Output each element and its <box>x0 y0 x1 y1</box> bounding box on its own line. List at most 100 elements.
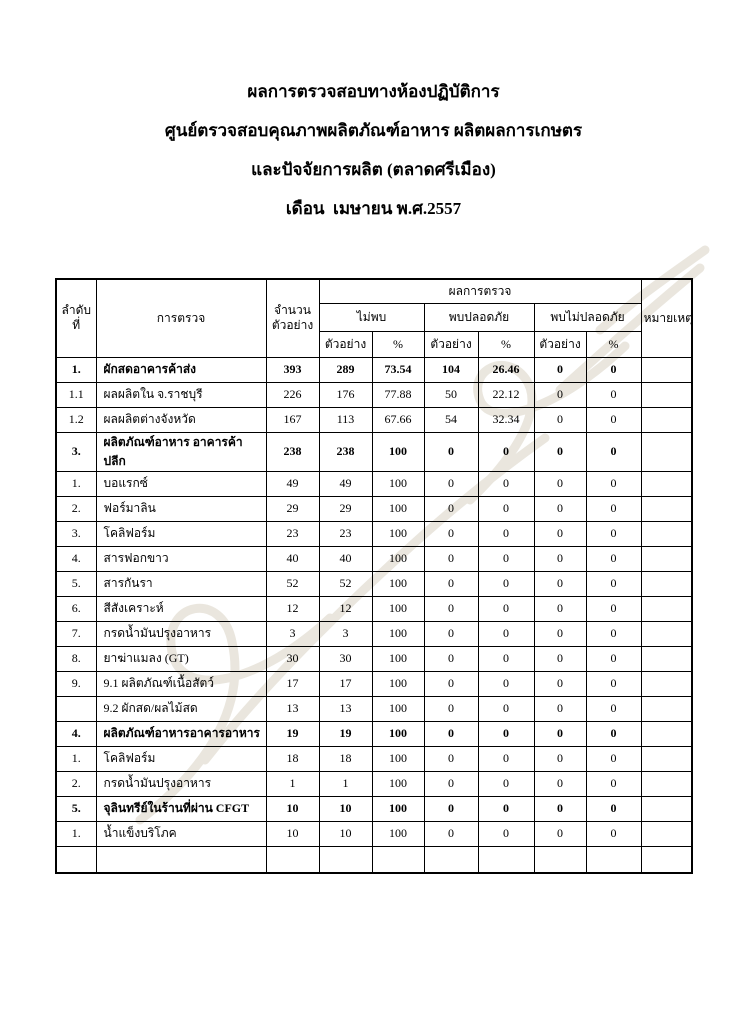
cell-inspection-name: 9.1 ผลิตภัณฑ์เนื้อสัตว์ <box>95 670 267 697</box>
cell-inspection-name: กรดน้ำมันปรุงอาหาร <box>95 620 267 647</box>
cell-no: 2. <box>55 770 97 797</box>
cell-found-unsafe-percent: 0 <box>585 695 642 722</box>
cell-found-unsafe-percent: 0 <box>585 770 642 797</box>
cell-not-found-percent: 100 <box>371 570 425 597</box>
table-row: 1. ผักสดอาคารค้าส่ง 393 289 73.54 104 26… <box>55 356 693 383</box>
cell-remark <box>640 406 693 433</box>
cell-found-unsafe-percent: 0 <box>585 670 642 697</box>
cell-found-unsafe-percent: 0 <box>585 381 642 408</box>
cell-found-safe-samples: 0 <box>423 595 479 622</box>
cell-not-found-percent: 100 <box>371 595 425 622</box>
cell-not-found-samples: 113 <box>318 406 373 433</box>
cell-inspection-name: โคลิฟอร์ม <box>95 745 267 772</box>
cell-found-safe-percent: 0 <box>477 431 535 472</box>
cell-found-unsafe-percent: 0 <box>585 795 642 822</box>
table-row: 9. 9.1 ผลิตภัณฑ์เนื้อสัตว์ 17 17 100 0 0… <box>55 670 693 697</box>
header-inspection: การตรวจ <box>95 278 267 358</box>
cell-not-found-percent: 100 <box>371 770 425 797</box>
cell-found-safe-percent: 0 <box>477 820 535 847</box>
cell-found-safe-samples <box>423 845 479 874</box>
cell-samples: 1 <box>265 770 320 797</box>
table-row <box>55 845 693 874</box>
lab-results-table: ลำดับ ที่ การตรวจ จำนวน ตัวอย่าง ผลการตร… <box>55 278 694 874</box>
cell-inspection-name: สารฟอกขาว <box>95 545 267 572</box>
cell-not-found-percent: 100 <box>371 820 425 847</box>
cell-samples: 12 <box>265 595 320 622</box>
cell-no: 5. <box>55 795 97 822</box>
cell-no: 8. <box>55 645 97 672</box>
cell-no: 6. <box>55 595 97 622</box>
cell-not-found-percent: 73.54 <box>371 356 425 383</box>
cell-found-safe-percent: 0 <box>477 745 535 772</box>
header-found-safe-percent: % <box>477 330 535 358</box>
cell-found-safe-samples: 54 <box>423 406 479 433</box>
cell-remark <box>640 745 693 772</box>
cell-no: 1. <box>55 745 97 772</box>
cell-found-safe-percent: 0 <box>477 645 535 672</box>
cell-no: 1. <box>55 470 97 497</box>
cell-found-unsafe-samples: 0 <box>533 520 587 547</box>
cell-no: 1. <box>55 820 97 847</box>
table-row: 2. ฟอร์มาลิน 29 29 100 0 0 0 0 <box>55 495 693 522</box>
cell-no <box>55 845 97 874</box>
cell-found-unsafe-percent: 0 <box>585 356 642 383</box>
cell-samples: 13 <box>265 695 320 722</box>
cell-found-safe-samples: 0 <box>423 545 479 572</box>
cell-found-unsafe-samples: 0 <box>533 406 587 433</box>
cell-inspection-name: ผักสดอาคารค้าส่ง <box>95 356 267 383</box>
cell-remark <box>640 720 693 747</box>
table-row: 1. โคลิฟอร์ม 18 18 100 0 0 0 0 <box>55 745 693 772</box>
cell-not-found-samples: 12 <box>318 595 373 622</box>
table-row: 9.2 ผักสด/ผลไม้สด 13 13 100 0 0 0 0 <box>55 695 693 722</box>
cell-remark <box>640 520 693 547</box>
cell-found-safe-percent: 0 <box>477 770 535 797</box>
cell-samples: 18 <box>265 745 320 772</box>
cell-samples: 52 <box>265 570 320 597</box>
cell-remark <box>640 356 693 383</box>
cell-not-found-percent: 100 <box>371 470 425 497</box>
cell-found-unsafe-percent: 0 <box>585 820 642 847</box>
cell-not-found-samples: 19 <box>318 720 373 747</box>
cell-no: 1. <box>55 356 97 383</box>
title-line-2: ศูนย์ตรวจสอบคุณภาพผลิตภัณฑ์อาหาร ผลิตผลก… <box>164 121 583 140</box>
cell-not-found-percent: 100 <box>371 745 425 772</box>
cell-not-found-percent: 100 <box>371 431 425 472</box>
table-body: 1. ผักสดอาคารค้าส่ง 393 289 73.54 104 26… <box>55 356 693 874</box>
cell-samples: 30 <box>265 645 320 672</box>
cell-no: 2. <box>55 495 97 522</box>
cell-found-unsafe-percent: 0 <box>585 520 642 547</box>
cell-not-found-samples: 10 <box>318 820 373 847</box>
cell-found-safe-samples: 0 <box>423 770 479 797</box>
cell-not-found-samples: 30 <box>318 645 373 672</box>
table-row: 1. น้ำแข็งบริโภค 10 10 100 0 0 0 0 <box>55 820 693 847</box>
cell-found-safe-percent: 0 <box>477 670 535 697</box>
cell-not-found-samples: 40 <box>318 545 373 572</box>
table-row: 6. สีสังเคราะห์ 12 12 100 0 0 0 0 <box>55 595 693 622</box>
cell-remark <box>640 381 693 408</box>
cell-found-unsafe-percent: 0 <box>585 570 642 597</box>
cell-found-safe-samples: 0 <box>423 795 479 822</box>
cell-found-unsafe-samples: 0 <box>533 595 587 622</box>
table-row: 7. กรดน้ำมันปรุงอาหาร 3 3 100 0 0 0 0 <box>55 620 693 647</box>
cell-found-unsafe-percent: 0 <box>585 745 642 772</box>
header-samples: จำนวน ตัวอย่าง <box>265 278 320 358</box>
cell-found-unsafe-samples: 0 <box>533 795 587 822</box>
header-not-found: ไม่พบ <box>318 302 425 332</box>
cell-no: 5. <box>55 570 97 597</box>
cell-not-found-samples: 13 <box>318 695 373 722</box>
cell-not-found-percent: 100 <box>371 720 425 747</box>
cell-remark <box>640 645 693 672</box>
cell-not-found-samples: 52 <box>318 570 373 597</box>
header-found-safe-sample: ตัวอย่าง <box>423 330 479 358</box>
cell-inspection-name: ผลผลิตใน จ.ราชบุรี <box>95 381 267 408</box>
cell-no: 9. <box>55 670 97 697</box>
cell-found-safe-samples: 0 <box>423 520 479 547</box>
cell-found-unsafe-samples: 0 <box>533 720 587 747</box>
table-row: 2. กรดน้ำมันปรุงอาหาร 1 1 100 0 0 0 0 <box>55 770 693 797</box>
table-header: ลำดับ ที่ การตรวจ จำนวน ตัวอย่าง ผลการตร… <box>55 278 693 358</box>
header-not-found-percent: % <box>371 330 425 358</box>
cell-remark <box>640 470 693 497</box>
cell-found-unsafe-percent: 0 <box>585 431 642 472</box>
cell-found-unsafe-percent: 0 <box>585 470 642 497</box>
cell-not-found-percent: 100 <box>371 520 425 547</box>
